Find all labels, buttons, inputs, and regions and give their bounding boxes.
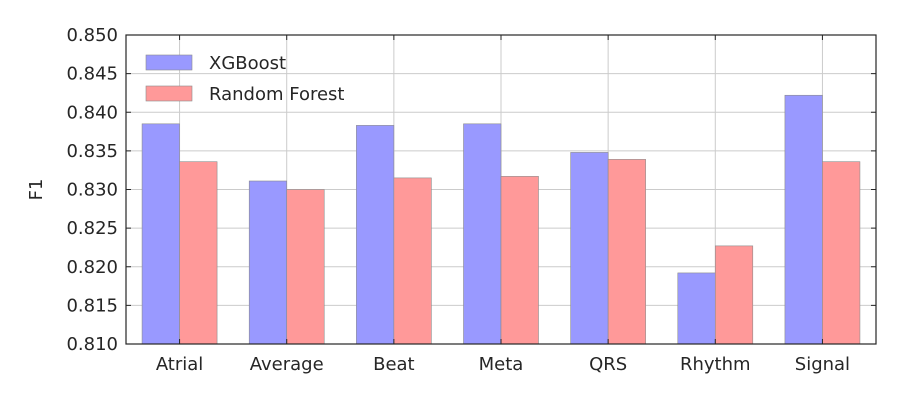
bar-random-forest-average [286, 189, 325, 345]
legend-swatch-xgboost [145, 54, 193, 71]
bar-xgboost-beat [356, 125, 395, 345]
y-tick-label: 0.825 [66, 218, 118, 239]
legend-swatch-random-forest [145, 85, 193, 102]
x-tick-label: Rhythm [680, 354, 751, 375]
y-tick-label: 0.840 [66, 102, 118, 123]
bar-xgboost-meta [463, 123, 502, 345]
legend-label-random-forest: Random Forest [209, 84, 344, 105]
bar-random-forest-rhythm [714, 245, 754, 345]
bar-random-forest-beat [393, 177, 432, 345]
y-tick-label: 0.810 [66, 334, 118, 355]
bar-xgboost-signal [784, 94, 823, 345]
y-tick-label: 0.820 [66, 257, 118, 278]
bar-xgboost-atrial [141, 123, 180, 345]
bar-xgboost-rhythm [677, 272, 716, 345]
x-tick-label: Average [250, 354, 324, 375]
y-tick-label: 0.850 [66, 25, 118, 46]
x-tick-label: Meta [479, 354, 524, 375]
bar-random-forest-meta [500, 176, 539, 345]
y-tick-label: 0.830 [66, 180, 118, 201]
x-tick-label: Signal [795, 354, 850, 375]
y-tick-label: 0.835 [66, 141, 118, 162]
y-axis-label: F1 [26, 179, 47, 201]
y-tick-label: 0.845 [66, 64, 118, 85]
y-tick-label: 0.815 [66, 295, 118, 316]
bar-xgboost-average [248, 180, 288, 345]
bar-random-forest-signal [822, 161, 861, 345]
legend: XGBoost Random Forest [145, 53, 344, 105]
y-ticks: 0.810 0.815 0.820 0.825 0.830 0.835 0.840 0.845… [66, 25, 876, 355]
x-ticks: Atrial Average Beat Meta QRS Rhythm Signal [156, 35, 850, 375]
bar-random-forest-qrs [607, 159, 646, 345]
bar-xgboost-qrs [570, 152, 609, 345]
x-tick-label: Beat [373, 354, 415, 375]
bar-random-forest-atrial [179, 161, 218, 345]
x-tick-label: Atrial [156, 354, 204, 375]
legend-label-xgboost: XGBoost [209, 53, 286, 74]
x-tick-label: QRS [589, 354, 627, 375]
bars [141, 94, 861, 345]
